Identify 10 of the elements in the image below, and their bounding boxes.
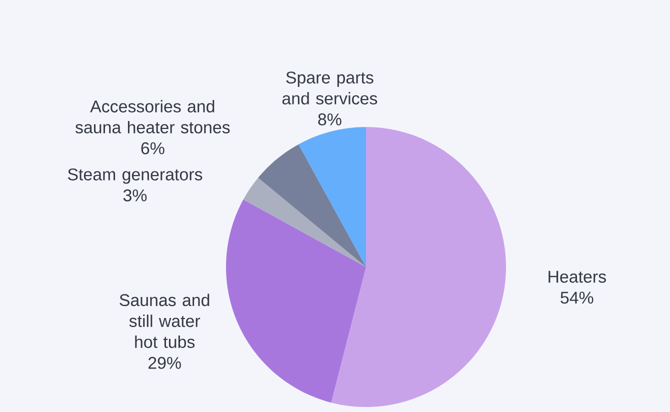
data-label: 3%: [123, 189, 147, 202]
slice-label: Steam generators: [68, 168, 202, 184]
data-label: 54%: [560, 292, 594, 304]
slice-label: Saunas and still water hot tubs: [120, 294, 210, 348]
data-label: 6%: [141, 142, 164, 154]
data-label: 29%: [148, 356, 181, 369]
data-label: 8%: [318, 113, 342, 126]
slice-label: Accessories and sauna heater stones: [75, 100, 230, 134]
slice-label: Spare parts and services: [282, 72, 378, 104]
slice-label: Heaters: [548, 270, 606, 283]
